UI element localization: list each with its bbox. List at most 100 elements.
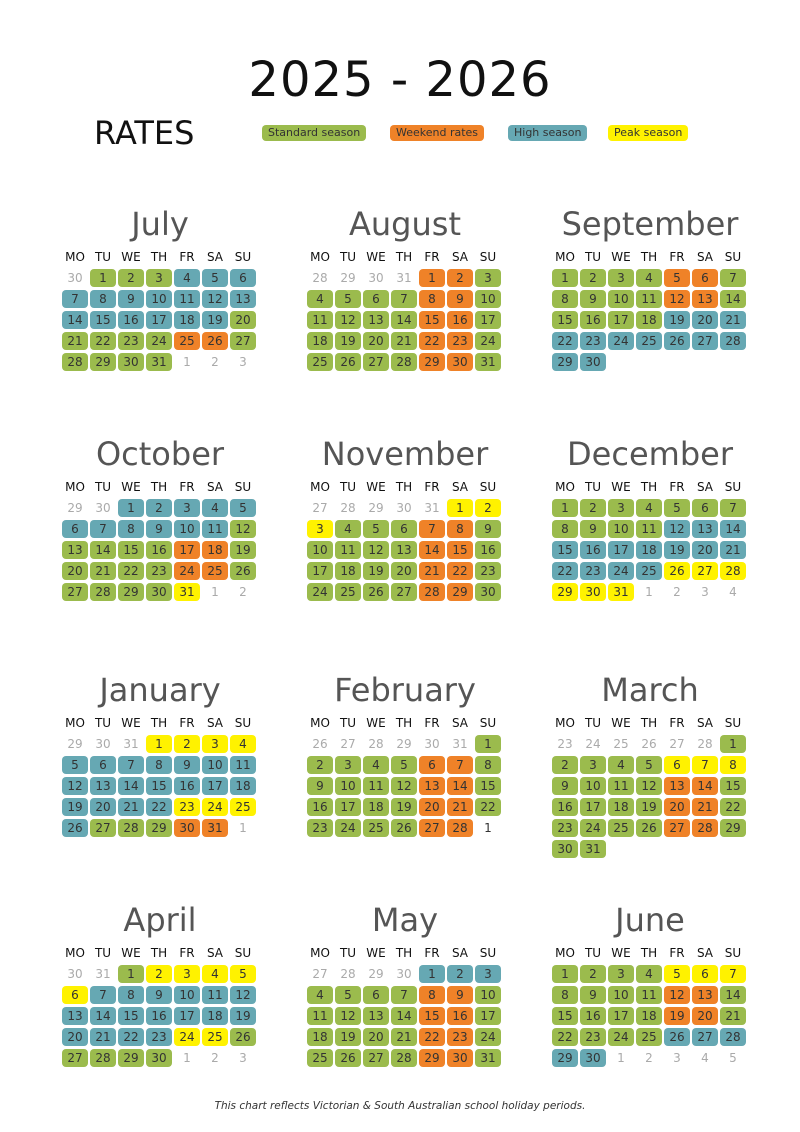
day-cell: 15 bbox=[118, 541, 144, 559]
day-cell: 16 bbox=[447, 311, 473, 329]
day-cell: 1 bbox=[90, 269, 116, 287]
adjacent-month-day: 30 bbox=[424, 737, 440, 751]
day-cell: 9 bbox=[580, 520, 606, 538]
day-cell: 12 bbox=[335, 1007, 361, 1025]
day-cell: 29 bbox=[118, 583, 144, 601]
day-cell: 13 bbox=[62, 541, 88, 559]
day-cell: 14 bbox=[90, 1007, 116, 1025]
month-grid: MO TU WE TH FR SA SU 27 28 29 30 1 2 3 4 5 6 7 8 9 10 11 12 13 1… bbox=[307, 944, 503, 1067]
day-cell: 1 bbox=[720, 735, 746, 753]
legend-standard: Standard season bbox=[262, 125, 367, 141]
day-cell: 23 bbox=[475, 562, 501, 580]
day-cell: 26 bbox=[230, 562, 256, 580]
weekday-header: SU bbox=[479, 480, 497, 494]
day-cell: 7 bbox=[692, 756, 718, 774]
weekday-header: SA bbox=[451, 716, 469, 730]
day-cell: 20 bbox=[90, 798, 116, 816]
day-cell: 13 bbox=[391, 541, 417, 559]
adjacent-month-day: 2 bbox=[211, 1051, 219, 1065]
day-cell: 25 bbox=[636, 562, 662, 580]
month-grid: MO TU WE TH FR SA SU 30 31 1 2 3 4 5 6 7 8 9 10 11 12 13 14 15 1… bbox=[62, 944, 258, 1067]
day-cell: 24 bbox=[174, 1028, 200, 1046]
adjacent-month-day: 30 bbox=[95, 737, 111, 751]
day-cell: 11 bbox=[202, 520, 228, 538]
day-cell: 11 bbox=[636, 290, 662, 308]
day-cell: 15 bbox=[552, 541, 578, 559]
weekday-header: TU bbox=[584, 946, 602, 960]
day-cell: 24 bbox=[307, 583, 333, 601]
day-cell: 2 bbox=[118, 269, 144, 287]
day-cell: 17 bbox=[174, 1007, 200, 1025]
adjacent-month-day: 29 bbox=[67, 737, 83, 751]
day-cell: 2 bbox=[552, 756, 578, 774]
day-cell: 19 bbox=[62, 798, 88, 816]
day-cell: 7 bbox=[118, 756, 144, 774]
day-cell: 14 bbox=[62, 311, 88, 329]
day-cell: 15 bbox=[146, 777, 172, 795]
adjacent-month-day: 31 bbox=[123, 737, 139, 751]
day-cell: 6 bbox=[363, 986, 389, 1004]
day-cell: 6 bbox=[419, 756, 445, 774]
day-cell: 20 bbox=[692, 541, 718, 559]
day-cell: 13 bbox=[692, 986, 718, 1004]
day-cell: 8 bbox=[90, 290, 116, 308]
day-cell: 9 bbox=[174, 756, 200, 774]
month-grid: MO TU WE TH FR SA SU 1 2 3 4 5 6 7 8 9 10 11 12 13 14 15 16 17 1… bbox=[552, 944, 748, 1067]
adjacent-month-day: 1 bbox=[617, 1051, 625, 1065]
day-cell: 5 bbox=[202, 269, 228, 287]
day-cell: 10 bbox=[475, 986, 501, 1004]
weekday-header: WE bbox=[121, 716, 141, 730]
day-cell: 20 bbox=[419, 798, 445, 816]
weekday-header: SU bbox=[724, 250, 742, 264]
day-cell: 29 bbox=[552, 1049, 578, 1067]
weekday-header: MO bbox=[65, 250, 85, 264]
day-cell: 22 bbox=[447, 562, 473, 580]
adjacent-month-day: 25 bbox=[613, 737, 629, 751]
day-cell: 10 bbox=[608, 520, 634, 538]
day-cell: 3 bbox=[174, 499, 200, 517]
day-cell: 22 bbox=[419, 332, 445, 350]
adjacent-month-day: 24 bbox=[585, 737, 601, 751]
day-cell: 28 bbox=[720, 562, 746, 580]
adjacent-month-day: 1 bbox=[211, 585, 219, 599]
day-cell: 28 bbox=[90, 583, 116, 601]
adjacent-month-day: 1 bbox=[183, 1051, 191, 1065]
day-cell: 26 bbox=[664, 332, 690, 350]
day-cell: 20 bbox=[692, 311, 718, 329]
weekday-header: SU bbox=[234, 716, 252, 730]
day-cell: 25 bbox=[174, 332, 200, 350]
day-cell: 22 bbox=[90, 332, 116, 350]
adjacent-month-day: 28 bbox=[340, 501, 356, 515]
day-cell: 24 bbox=[608, 332, 634, 350]
day-cell: 10 bbox=[174, 986, 200, 1004]
day-cell: 19 bbox=[664, 311, 690, 329]
day-cell: 3 bbox=[608, 499, 634, 517]
weekday-header: SA bbox=[206, 716, 224, 730]
day-cell: 18 bbox=[202, 1007, 228, 1025]
weekday-header: SA bbox=[696, 946, 714, 960]
day-cell: 10 bbox=[307, 541, 333, 559]
weekday-header: SA bbox=[451, 250, 469, 264]
month-name: October bbox=[95, 435, 225, 473]
day-cell: 8 bbox=[475, 756, 501, 774]
day-cell: 26 bbox=[202, 332, 228, 350]
month-name: December bbox=[567, 435, 733, 473]
day-cell: 15 bbox=[447, 541, 473, 559]
day-cell: 17 bbox=[580, 798, 606, 816]
day-cell: 21 bbox=[720, 311, 746, 329]
day-cell: 14 bbox=[720, 520, 746, 538]
day-cell: 27 bbox=[62, 583, 88, 601]
month-april: April MO TU WE TH FR SA SU 30 31 1 2 3 4 5 6 7 8 9 10 11 12 13… bbox=[62, 898, 258, 1067]
day-cell: 3 bbox=[174, 965, 200, 983]
weekday-header: TU bbox=[584, 250, 602, 264]
day-cell: 1 bbox=[419, 965, 445, 983]
day-cell: 5 bbox=[391, 756, 417, 774]
weekday-header: FR bbox=[179, 716, 195, 730]
day-cell: 13 bbox=[692, 290, 718, 308]
day-cell: 1 bbox=[419, 269, 445, 287]
weekday-header: TU bbox=[339, 716, 357, 730]
legend-high: High season bbox=[508, 125, 588, 141]
day-cell: 22 bbox=[552, 562, 578, 580]
month-name: April bbox=[123, 901, 197, 939]
day-cell: 3 bbox=[202, 735, 228, 753]
